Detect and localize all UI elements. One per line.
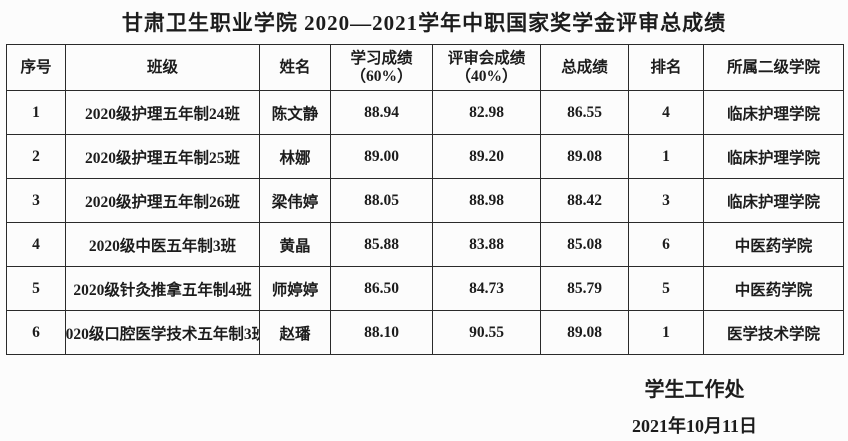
signature-department: 学生工作处 <box>644 379 745 401</box>
cell-serial: 4 <box>6 222 66 267</box>
cell-name: 林娜 <box>259 134 331 179</box>
cell-name: 赵璠 <box>259 310 331 355</box>
cell-rank: 1 <box>628 134 704 179</box>
header-study-score: 学习成绩 （60%） <box>330 44 433 91</box>
header-class-label: 班级 <box>146 58 178 76</box>
header-name: 姓名 <box>259 44 331 91</box>
header-serial: 序号 <box>6 44 66 91</box>
header-rank: 排名 <box>628 44 704 91</box>
cell-college: 医学技术学院 <box>703 310 844 355</box>
cell-class-text: 2020级护理五年制26班 <box>84 193 240 211</box>
cell-college: 临床护理学院 <box>703 178 844 223</box>
cell-rank: 6 <box>628 222 704 267</box>
cell-review-score: 83.88 <box>432 222 541 267</box>
cell-college: 临床护理学院 <box>703 134 844 179</box>
cell-class: 2020级针灸推拿五年制4班 <box>65 266 260 311</box>
header-rank-label: 排名 <box>650 58 682 76</box>
cell-review-score: 84.73 <box>432 266 541 311</box>
cell-class: 2020级中医五年制3班 <box>65 222 260 267</box>
cell-total-score: 89.08 <box>540 134 629 179</box>
cell-class: 2020级口腔医学技术五年制3班 <box>65 310 260 355</box>
cell-serial: 1 <box>6 90 66 135</box>
cell-study-score: 88.05 <box>330 178 433 223</box>
cell-college: 临床护理学院 <box>703 90 844 135</box>
cell-total-score: 89.08 <box>540 310 629 355</box>
header-total-score-label: 总成绩 <box>561 58 608 76</box>
table-row: 3 2020级护理五年制26班 梁伟婷 88.05 88.98 88.42 3 … <box>6 178 844 223</box>
table-row: 5 2020级针灸推拿五年制4班 师婷婷 86.50 84.73 85.79 5… <box>6 266 844 311</box>
cell-class-text: 2020级中医五年制3班 <box>88 237 237 255</box>
cell-serial: 3 <box>6 178 66 223</box>
cell-rank: 1 <box>628 310 704 355</box>
cell-name: 黄晶 <box>259 222 331 267</box>
header-serial-label: 序号 <box>20 58 52 76</box>
cell-study-score: 89.00 <box>330 134 433 179</box>
cell-class-text: 2020级护理五年制24班 <box>84 105 240 123</box>
cell-rank: 3 <box>628 178 704 223</box>
cell-name: 师婷婷 <box>259 266 331 311</box>
cell-review-score: 90.55 <box>432 310 541 355</box>
header-review-score-weight: （40%） <box>455 67 518 85</box>
table-row: 1 2020级护理五年制24班 陈文静 88.94 82.98 86.55 4 … <box>6 90 844 135</box>
cell-total-score: 86.55 <box>540 90 629 135</box>
cell-rank: 5 <box>628 266 704 311</box>
cell-name: 梁伟婷 <box>259 178 331 223</box>
header-college: 所属二级学院 <box>703 44 844 91</box>
cell-class: 2020级护理五年制24班 <box>65 90 260 135</box>
header-review-score-label: 评审会成绩 <box>447 49 526 67</box>
header-name-label: 姓名 <box>279 58 311 76</box>
cell-class-text: 2020级护理五年制25班 <box>84 149 240 167</box>
cell-class-text: 2020级针灸推拿五年制4班 <box>73 281 252 299</box>
header-college-label: 所属二级学院 <box>726 58 820 76</box>
cell-review-score: 89.20 <box>432 134 541 179</box>
header-class: 班级 <box>65 44 260 91</box>
cell-serial: 2 <box>6 134 66 179</box>
cell-review-score: 88.98 <box>432 178 541 223</box>
table-row: 4 2020级中医五年制3班 黄晶 85.88 83.88 85.08 6 中医… <box>6 222 844 267</box>
cell-class-text: 2020级口腔医学技术五年制3班 <box>66 325 259 343</box>
cell-class: 2020级护理五年制25班 <box>65 134 260 179</box>
cell-serial: 6 <box>6 310 66 355</box>
cell-total-score: 88.42 <box>540 178 629 223</box>
cell-class: 2020级护理五年制26班 <box>65 178 260 223</box>
cell-college: 中医药学院 <box>703 222 844 267</box>
cell-review-score: 82.98 <box>432 90 541 135</box>
cell-name: 陈文静 <box>259 90 331 135</box>
results-table: 序号 班级 姓名 学习成绩 （60%） 评审会成绩 （40%） 总成绩 排名 所… <box>6 44 844 355</box>
header-review-score: 评审会成绩 （40%） <box>432 44 541 91</box>
cell-college: 中医药学院 <box>703 266 844 311</box>
cell-total-score: 85.79 <box>540 266 629 311</box>
signature-date: 2021年10月11日 <box>631 416 757 436</box>
cell-study-score: 85.88 <box>330 222 433 267</box>
page-title: 甘肃卫生职业学院 2020—2021学年中职国家奖学金评审总成绩 <box>121 11 727 35</box>
cell-study-score: 88.10 <box>330 310 433 355</box>
cell-study-score: 88.94 <box>330 90 433 135</box>
cell-serial: 5 <box>6 266 66 311</box>
cell-total-score: 85.08 <box>540 222 629 267</box>
header-study-score-weight: （60%） <box>350 67 413 85</box>
header-total-score: 总成绩 <box>540 44 629 91</box>
table-row: 6 2020级口腔医学技术五年制3班 赵璠 88.10 90.55 89.08 … <box>6 310 844 355</box>
table-header-row: 序号 班级 姓名 学习成绩 （60%） 评审会成绩 （40%） 总成绩 排名 所… <box>6 44 844 91</box>
header-study-score-label: 学习成绩 <box>350 49 413 67</box>
table-row: 2 2020级护理五年制25班 林娜 89.00 89.20 89.08 1 临… <box>6 134 844 179</box>
cell-study-score: 86.50 <box>330 266 433 311</box>
cell-rank: 4 <box>628 90 704 135</box>
